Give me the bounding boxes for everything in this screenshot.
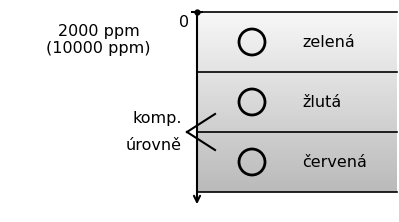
Text: úrovně: úrovně: [126, 138, 182, 153]
Text: zelená: zelená: [302, 34, 355, 50]
Text: 2000 ppm
(10000 ppm): 2000 ppm (10000 ppm): [46, 24, 151, 56]
Text: žlutá: žlutá: [302, 95, 341, 109]
Text: komp.: komp.: [132, 111, 182, 126]
Text: červená: červená: [302, 155, 367, 170]
Text: 0: 0: [179, 15, 189, 30]
